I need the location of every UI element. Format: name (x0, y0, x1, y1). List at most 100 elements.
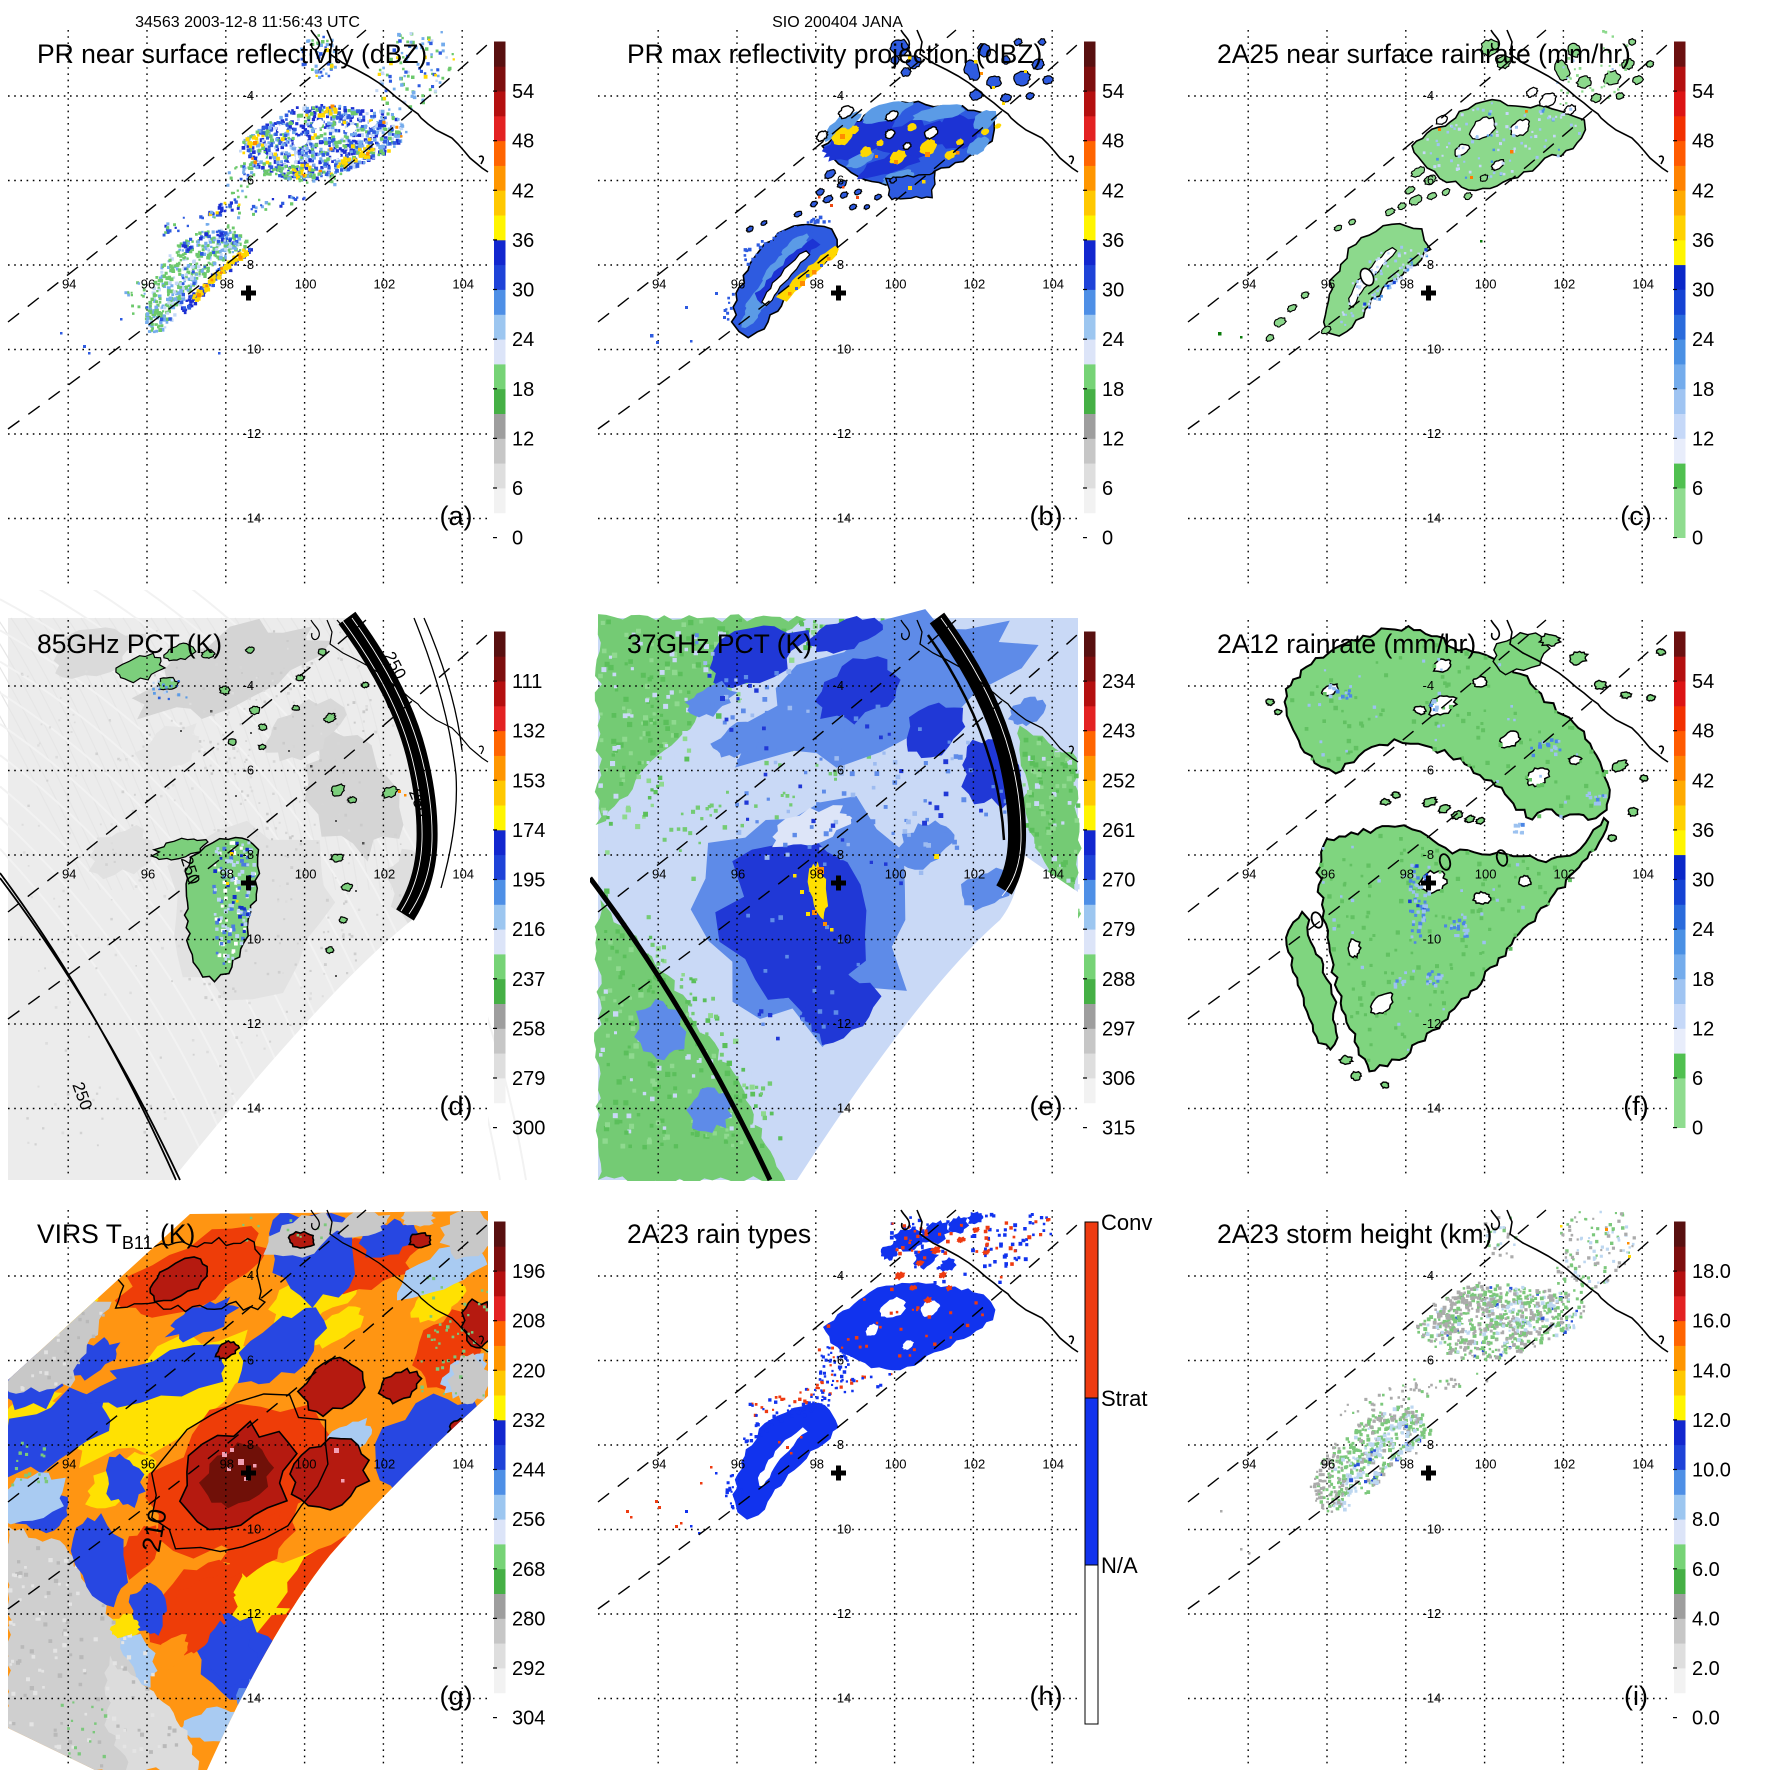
svg-text:-4: -4 (833, 88, 845, 103)
svg-text:102: 102 (374, 277, 396, 292)
svg-text:VIRS TB11 (K): VIRS TB11 (K) (37, 1219, 195, 1253)
svg-text:98: 98 (810, 277, 824, 292)
svg-text:24: 24 (512, 329, 534, 351)
svg-text:237: 237 (512, 969, 545, 991)
svg-text:12: 12 (1692, 428, 1714, 450)
svg-text:6: 6 (1102, 478, 1113, 500)
svg-text:(a): (a) (440, 501, 473, 531)
svg-text:96: 96 (1321, 867, 1335, 882)
svg-text:-6: -6 (1423, 763, 1435, 778)
svg-text:100: 100 (295, 277, 317, 292)
svg-text:-10: -10 (243, 932, 262, 947)
svg-text:SIO 200404 JANA: SIO 200404 JANA (772, 14, 903, 31)
svg-text:100: 100 (1475, 867, 1497, 882)
svg-text:12.0: 12.0 (1692, 1410, 1731, 1432)
svg-text:18: 18 (1102, 379, 1124, 401)
svg-text:94: 94 (1242, 867, 1256, 882)
svg-text:100: 100 (885, 867, 907, 882)
svg-text:37GHz PCT (K): 37GHz PCT (K) (627, 629, 812, 659)
svg-text:-12: -12 (833, 1606, 852, 1621)
svg-text:102: 102 (374, 867, 396, 882)
svg-text:-14: -14 (243, 511, 262, 526)
svg-text:104: 104 (1632, 1457, 1654, 1472)
svg-text:-12: -12 (833, 1016, 852, 1031)
svg-text:36: 36 (1102, 230, 1124, 252)
svg-text:2A23 rain types: 2A23 rain types (627, 1219, 811, 1249)
svg-text:102: 102 (964, 867, 986, 882)
svg-text:24: 24 (1692, 919, 1714, 941)
svg-text:98: 98 (1400, 277, 1414, 292)
svg-text:85GHz PCT (K): 85GHz PCT (K) (37, 629, 222, 659)
svg-text:232: 232 (512, 1410, 545, 1432)
svg-text:2A12 rainrate (mm/hr): 2A12 rainrate (mm/hr) (1217, 629, 1476, 659)
svg-text:-10: -10 (833, 1522, 852, 1537)
svg-text:-14: -14 (1423, 1691, 1442, 1706)
svg-text:-6: -6 (1423, 1353, 1435, 1368)
svg-text:270: 270 (1102, 870, 1135, 892)
svg-text:153: 153 (512, 770, 545, 792)
svg-text:36: 36 (1692, 230, 1714, 252)
svg-text:-14: -14 (833, 1691, 852, 1706)
svg-text:100: 100 (1475, 1457, 1497, 1472)
svg-text:48: 48 (1102, 131, 1124, 153)
svg-text:100: 100 (295, 1457, 317, 1472)
svg-text:288: 288 (1102, 969, 1135, 991)
svg-text:-10: -10 (243, 1522, 262, 1537)
svg-text:42: 42 (512, 180, 534, 202)
svg-text:(h): (h) (1030, 1681, 1063, 1711)
svg-text:102: 102 (1554, 867, 1576, 882)
svg-text:-8: -8 (833, 847, 845, 862)
svg-text:(d): (d) (440, 1091, 473, 1121)
svg-text:(c): (c) (1620, 501, 1651, 531)
svg-text:0: 0 (1102, 528, 1113, 550)
svg-text:96: 96 (731, 867, 745, 882)
svg-text:18: 18 (1692, 969, 1714, 991)
svg-text:279: 279 (1102, 919, 1135, 941)
svg-text:36: 36 (1692, 820, 1714, 842)
svg-text:300: 300 (512, 1118, 545, 1140)
svg-text:18: 18 (512, 379, 534, 401)
svg-text:96: 96 (141, 277, 155, 292)
svg-text:96: 96 (1321, 1457, 1335, 1472)
svg-text:-14: -14 (1423, 1101, 1442, 1116)
svg-text:6.0: 6.0 (1692, 1559, 1720, 1581)
svg-text:132: 132 (512, 721, 545, 743)
svg-text:42: 42 (1102, 180, 1124, 202)
svg-text:94: 94 (62, 277, 76, 292)
svg-text:-4: -4 (1423, 1268, 1435, 1283)
svg-text:243: 243 (1102, 721, 1135, 743)
svg-text:6: 6 (1692, 1068, 1703, 1090)
svg-text:0: 0 (1692, 528, 1703, 550)
svg-text:12: 12 (1692, 1018, 1714, 1040)
svg-text:94: 94 (62, 867, 76, 882)
svg-text:-6: -6 (833, 763, 845, 778)
svg-text:(i): (i) (1624, 1681, 1648, 1711)
svg-text:256: 256 (512, 1509, 545, 1531)
svg-text:-12: -12 (243, 1606, 262, 1621)
svg-text:94: 94 (652, 277, 666, 292)
svg-text:174: 174 (512, 820, 545, 842)
svg-text:315: 315 (1102, 1118, 1135, 1140)
svg-text:10.0: 10.0 (1692, 1460, 1731, 1482)
svg-text:306: 306 (1102, 1068, 1135, 1090)
svg-text:94: 94 (1242, 1457, 1256, 1472)
svg-text:30: 30 (1692, 870, 1714, 892)
svg-text:98: 98 (220, 277, 234, 292)
svg-text:-12: -12 (1423, 1016, 1442, 1031)
svg-text:-10: -10 (1423, 342, 1442, 357)
svg-text:8.0: 8.0 (1692, 1509, 1720, 1531)
svg-text:100: 100 (885, 1457, 907, 1472)
svg-text:96: 96 (141, 867, 155, 882)
svg-text:54: 54 (1692, 81, 1714, 103)
svg-text:-4: -4 (243, 88, 255, 103)
svg-text:PR near surface reflectivity (: PR near surface reflectivity (dBZ) (37, 39, 427, 69)
svg-text:30: 30 (1102, 280, 1124, 302)
svg-text:94: 94 (1242, 277, 1256, 292)
svg-text:96: 96 (731, 277, 745, 292)
svg-text:104: 104 (1042, 277, 1064, 292)
svg-text:94: 94 (652, 1457, 666, 1472)
svg-text:104: 104 (452, 1457, 474, 1472)
svg-text:102: 102 (374, 1457, 396, 1472)
svg-text:54: 54 (1692, 671, 1714, 693)
svg-text:208: 208 (512, 1311, 545, 1333)
